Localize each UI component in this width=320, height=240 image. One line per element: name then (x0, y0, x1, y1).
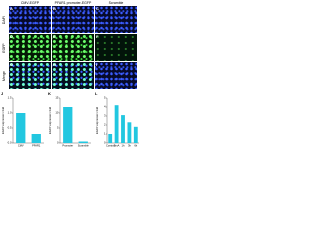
bar (133, 126, 138, 143)
y-tick-label: 4 (104, 105, 106, 109)
y-tick-label: 0 (57, 141, 59, 145)
y-tick-label: 2 (104, 123, 106, 127)
x-tick-label: 1h (122, 144, 125, 148)
bar-chart: K EGFP expression fold 0 5 10 15 Promoter Scram… (48, 91, 91, 148)
row-label: Merge (0, 62, 8, 89)
panel-letter: C (96, 6, 99, 11)
y-tick-label: 0.0 (8, 141, 12, 145)
y-tick-label: 15 (55, 96, 59, 100)
y-tick-label: 5 (104, 96, 106, 100)
row-label: EGFP (0, 34, 8, 61)
x-tick-label: Promoter (62, 144, 73, 148)
bar (127, 122, 132, 143)
bar (78, 141, 88, 143)
micrograph: G (9, 62, 51, 89)
x-tick-label: Scramble (78, 144, 90, 148)
x-tick-label: PFAR1 (32, 144, 41, 148)
panel-letter: E (53, 34, 56, 39)
bar (16, 113, 26, 143)
panel-letter: G (10, 62, 14, 67)
x-tick-label: 3h (128, 144, 131, 148)
x-tick-label: BmA (114, 144, 120, 148)
y-axis-label: EGFP expression fold (1, 106, 5, 134)
panel-letter: B (53, 6, 56, 11)
y-tick-label: 0 (104, 141, 106, 145)
y-axis-label: EGFP expression fold (48, 106, 52, 134)
micrograph: A (9, 6, 51, 33)
panel-letter: I (96, 62, 98, 67)
panel-letter: J (1, 91, 3, 96)
panel-letter: H (53, 62, 56, 67)
bar (121, 115, 125, 143)
row-label: DAPI (0, 6, 8, 33)
micrograph: F (95, 34, 137, 61)
panel-letter: L (95, 91, 98, 96)
micrograph: I (95, 62, 137, 89)
bar (31, 134, 41, 143)
panel-letter: A (10, 6, 13, 11)
bar-chart: L EGFP expression fold 0 1 2 3 4 5 Control BmA 1h 3… (95, 91, 139, 148)
bar-chart: J EGFP expression fold 0.0 0.5 1.0 1.5 CMV PFAR… (1, 91, 44, 148)
y-axis-label: EGFP expression fold (95, 106, 99, 134)
figure-page: CMV-EGFP PFAR1 promoter-EGFP Scramble DA… (0, 0, 141, 150)
y-tick-label: 1 (104, 132, 106, 136)
x-tick-label: CMV (18, 144, 24, 148)
column-header: CMV-EGFP (20, 1, 40, 5)
bar (108, 134, 113, 143)
micrograph: B (52, 6, 94, 33)
panel-letter: F (96, 34, 99, 39)
bar (63, 107, 73, 143)
column-header: Scramble (108, 1, 124, 5)
y-tick-label: 1.5 (8, 96, 12, 100)
micrograph: D (9, 34, 51, 61)
bar (114, 105, 119, 143)
panel-letter: D (10, 34, 13, 39)
micrograph: E (52, 34, 94, 61)
x-tick-label: 6h (134, 144, 137, 148)
column-header: PFAR1 promoter-EGFP (54, 1, 92, 5)
x-tick-label: Control (106, 144, 115, 148)
y-tick-label: 1.0 (8, 111, 12, 115)
micrograph: H (52, 62, 94, 89)
y-tick-label: 0.5 (8, 126, 12, 130)
row-label-text: EGFP (2, 42, 6, 53)
row-label-text: DAPI (2, 15, 7, 24)
micrograph: C (95, 6, 137, 33)
panel-letter: K (48, 91, 51, 96)
y-tick-label: 3 (104, 114, 106, 118)
y-tick-label: 5 (57, 126, 59, 130)
y-tick-label: 10 (55, 111, 59, 115)
row-label-text: Merge (2, 70, 7, 81)
